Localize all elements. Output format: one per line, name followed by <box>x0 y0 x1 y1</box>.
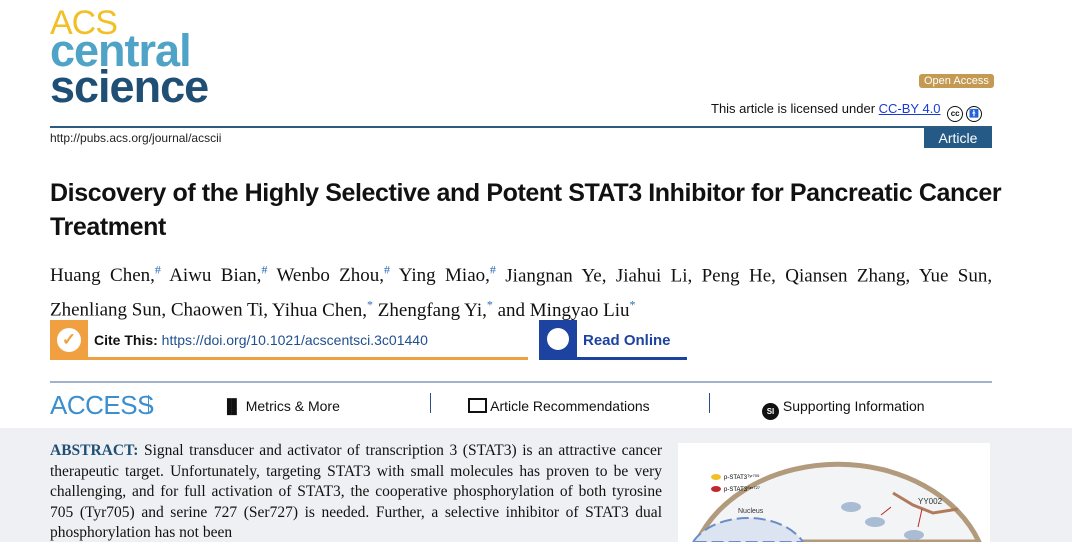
author-list: Huang Chen,# Aiwu Bian,# Wenbo Zhou,# Yi… <box>50 256 992 325</box>
author-mark: # <box>384 263 391 277</box>
cite-this[interactable]: ✓ Cite This: https://doi.org/10.1021/acs… <box>50 320 528 360</box>
author-name: Jiangnan Ye, <box>505 265 607 287</box>
journal-url[interactable]: http://pubs.acs.org/journal/acscii <box>50 131 222 145</box>
author[interactable]: Jiahui Li, <box>616 265 692 286</box>
read-online-button[interactable]: Read Online <box>539 320 687 360</box>
recommendations-label: Article Recommendations <box>490 398 650 414</box>
author[interactable]: Aiwu Bian,# <box>169 263 268 287</box>
logo-text: science <box>50 61 209 112</box>
checkmark-icon: ✓ <box>50 320 88 360</box>
author-name: Peng He, <box>701 265 776 287</box>
author[interactable]: Jiangnan Ye, <box>505 265 606 286</box>
divider <box>430 393 431 413</box>
author-name: Yihua Chen, <box>272 299 368 321</box>
author-name: and Mingyao Liu <box>497 299 630 321</box>
supporting-information-link[interactable]: SI Supporting Information <box>762 398 925 420</box>
author-mark: * <box>629 297 636 312</box>
nucleus-label: Nucleus <box>738 508 764 515</box>
author[interactable]: Zhenliang Sun, <box>50 300 166 321</box>
access-label: ACCESS <box>50 390 154 420</box>
nucleus <box>691 516 805 542</box>
journal-logo: ACS central science <box>50 4 209 112</box>
divider <box>50 381 992 383</box>
attribution-icon: 🚹 <box>966 106 983 122</box>
author[interactable]: Peng He, <box>702 265 776 286</box>
article-type-badge: Article <box>924 128 992 148</box>
legend-2: p-STAT3Ser727 <box>724 485 761 493</box>
author-name: Wenbo Zhou, <box>276 265 385 287</box>
author-name: Ying Miao, <box>398 265 490 287</box>
author[interactable]: Huang Chen,# <box>50 263 161 287</box>
abstract-label: ABSTRACT: <box>50 442 139 459</box>
cite-label: Cite This: <box>94 332 158 348</box>
author-name: Huang Chen, <box>50 265 155 287</box>
doi-link[interactable]: https://doi.org/10.1021/acscentsci.3c014… <box>161 332 428 348</box>
metrics-label: Metrics & More <box>245 398 340 414</box>
author-name: Aiwu Bian, <box>169 265 262 287</box>
divider <box>148 395 149 413</box>
author-mark: # <box>261 263 268 277</box>
author-name: Zhenliang Sun, <box>50 299 167 321</box>
read-online-label: Read Online <box>583 332 671 349</box>
cc-icon: cc <box>947 106 964 122</box>
author-name: Yue Sun, <box>918 265 993 287</box>
author-name: Jiahui Li, <box>615 265 693 287</box>
author[interactable]: and Mingyao Liu* <box>497 297 636 321</box>
toc-graphic: p-STAT3Tyr705 p-STAT3Ser727 Nucleus YY00… <box>678 443 990 542</box>
author[interactable]: Ying Miao,# <box>398 263 496 287</box>
logo-text: central <box>50 25 192 76</box>
license-link[interactable]: CC-BY 4.0 <box>878 101 941 116</box>
author[interactable]: Wenbo Zhou,# <box>276 263 391 287</box>
author[interactable]: Chaowen Ti, <box>171 300 268 321</box>
compound-label: YY002 <box>918 497 943 506</box>
open-access-badge: Open Access <box>919 74 994 88</box>
bar-chart-icon: ▐▌ <box>222 398 242 414</box>
logo-text: ACS <box>50 4 118 42</box>
newspaper-icon <box>468 398 487 413</box>
globe-icon <box>539 320 577 360</box>
author[interactable]: Qiansen Zhang, <box>785 265 910 286</box>
abstract-text: Signal transducer and activator of trans… <box>50 442 662 541</box>
author[interactable]: Zhengfang Yi,* <box>377 297 493 321</box>
license-line: This article is licensed under CC-BY 4.0… <box>711 101 983 122</box>
header-divider <box>50 126 992 128</box>
author-mark: # <box>489 263 496 277</box>
author[interactable]: Yue Sun, <box>919 265 992 286</box>
author-name: Zhengfang Yi, <box>377 299 487 321</box>
divider <box>709 393 710 413</box>
license-text: This article is licensed under <box>711 101 879 116</box>
article-title: Discovery of the Highly Selective and Po… <box>50 179 1002 241</box>
abstract: ABSTRACT: Signal transducer and activato… <box>50 441 662 544</box>
supporting-label: Supporting Information <box>782 398 925 414</box>
article-recommendations-link[interactable]: Article Recommendations <box>468 398 650 414</box>
author-mark: * <box>367 297 374 312</box>
si-icon: SI <box>762 403 779 420</box>
author-name: Qiansen Zhang, <box>785 265 911 287</box>
author-mark: # <box>154 263 161 277</box>
legend-1: p-STAT3Tyr705 <box>724 473 760 481</box>
author-name: Chaowen Ti, <box>170 299 268 321</box>
metrics-more-link[interactable]: ▐▌ Metrics & More <box>222 398 340 414</box>
author[interactable]: Yihua Chen,* <box>272 297 374 321</box>
author-mark: * <box>486 297 493 312</box>
